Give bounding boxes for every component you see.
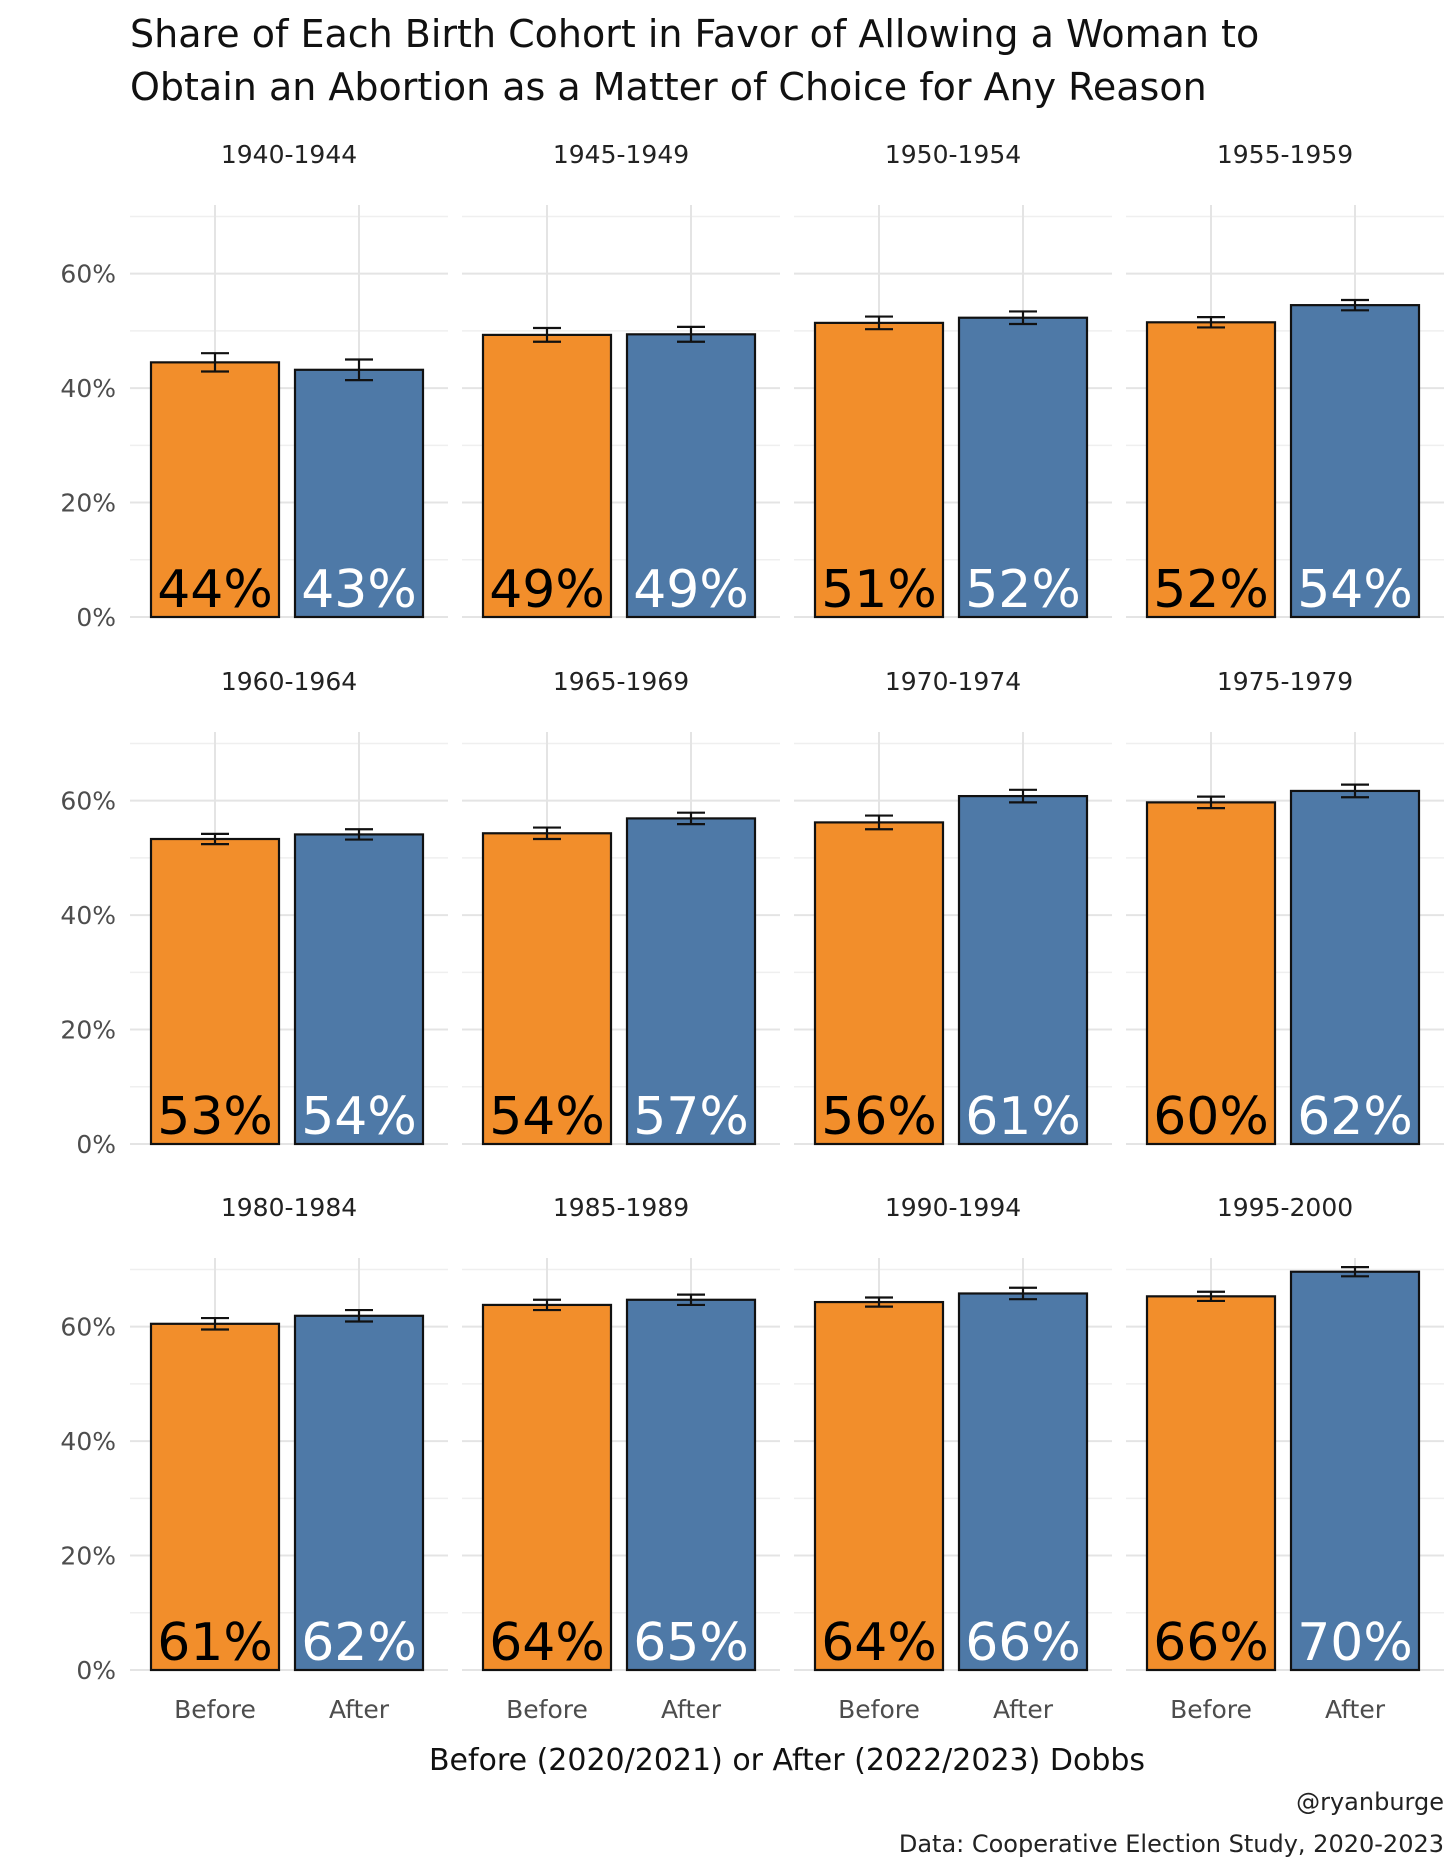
- facet-label: 1945-1949: [553, 140, 689, 169]
- facet-label: 1990-1994: [885, 1193, 1021, 1222]
- bar-after: [957, 316, 1089, 619]
- data-label: 62%: [301, 1613, 417, 1673]
- data-label: 49%: [489, 560, 605, 620]
- y-tick-label: 40%: [60, 901, 116, 930]
- facet-label: 1995-2000: [1217, 1193, 1353, 1222]
- data-label: 44%: [157, 560, 273, 620]
- facet-label: 1980-1984: [221, 1193, 357, 1222]
- y-tick-label: 60%: [60, 787, 116, 816]
- y-tick-label: 40%: [60, 1427, 116, 1456]
- data-label: 52%: [1153, 560, 1269, 620]
- bar-before: [813, 821, 945, 1146]
- data-label: 56%: [821, 1087, 937, 1147]
- bar-before: [813, 1300, 945, 1672]
- data-label: 43%: [301, 560, 417, 620]
- x-tick-label: Before: [1170, 1695, 1252, 1724]
- y-tick-label: 20%: [60, 489, 116, 518]
- x-tick-label: Before: [174, 1695, 256, 1724]
- x-axis-title: Before (2020/2021) or After (2022/2023) …: [429, 1743, 1145, 1778]
- y-tick-label: 0%: [76, 1656, 116, 1685]
- bar-after: [625, 1298, 757, 1672]
- data-label: 54%: [1297, 560, 1413, 620]
- y-tick-label: 60%: [60, 260, 116, 289]
- bar-after: [625, 817, 757, 1146]
- bar-after: [1289, 1270, 1421, 1672]
- bar-before: [1145, 321, 1277, 619]
- facet-label: 1940-1944: [221, 140, 357, 169]
- data-label: 53%: [157, 1087, 273, 1147]
- bar-before: [149, 361, 281, 619]
- y-tick-label: 0%: [76, 603, 116, 632]
- text-layer: Share of Each Birth Cohort in Favor of A…: [60, 12, 1444, 1858]
- x-tick-label: After: [993, 1695, 1054, 1724]
- data-label: 61%: [157, 1613, 273, 1673]
- y-tick-label: 0%: [76, 1130, 116, 1159]
- data-label: 64%: [489, 1613, 605, 1673]
- caption-handle: @ryanburge: [1296, 1788, 1444, 1816]
- bar-before: [1145, 801, 1277, 1146]
- bar-before: [149, 837, 281, 1146]
- data-label: 62%: [1297, 1087, 1413, 1147]
- bars-layer: [149, 298, 1421, 1672]
- x-tick-label: Before: [838, 1695, 920, 1724]
- data-label: 52%: [965, 560, 1081, 620]
- facet-label: 1950-1954: [885, 140, 1021, 169]
- data-label: 61%: [965, 1087, 1081, 1147]
- data-label: 54%: [489, 1087, 605, 1147]
- facet-label: 1970-1974: [885, 667, 1021, 696]
- y-tick-label: 20%: [60, 1542, 116, 1571]
- chart-title-line-1: Share of Each Birth Cohort in Favor of A…: [130, 12, 1259, 56]
- facet-label: 1975-1979: [1217, 667, 1353, 696]
- bar-before: [149, 1322, 281, 1672]
- bar-after: [293, 1314, 425, 1672]
- data-label: 49%: [633, 560, 749, 620]
- bar-after: [1289, 304, 1421, 619]
- bar-after: [625, 333, 757, 619]
- chart-title-line-2: Obtain an Abortion as a Matter of Choice…: [130, 65, 1207, 109]
- bar-after: [1289, 789, 1421, 1146]
- x-tick-label: Before: [506, 1695, 588, 1724]
- bar-before: [481, 1303, 613, 1672]
- y-tick-label: 20%: [60, 1016, 116, 1045]
- bar-before: [1145, 1295, 1277, 1672]
- data-label: 57%: [633, 1087, 749, 1147]
- facet-label: 1985-1989: [553, 1193, 689, 1222]
- bar-after: [957, 1292, 1089, 1672]
- data-label: 60%: [1153, 1087, 1269, 1147]
- facet-label: 1955-1959: [1217, 140, 1353, 169]
- bar-after: [957, 794, 1089, 1146]
- x-tick-label: After: [1325, 1695, 1386, 1724]
- data-label: 65%: [633, 1613, 749, 1673]
- data-label: 70%: [1297, 1613, 1413, 1673]
- y-tick-label: 40%: [60, 374, 116, 403]
- y-tick-label: 60%: [60, 1313, 116, 1342]
- bar-before: [481, 832, 613, 1146]
- facet-label: 1965-1969: [553, 667, 689, 696]
- data-label: 54%: [301, 1087, 417, 1147]
- bar-before: [813, 321, 945, 619]
- data-label: 64%: [821, 1613, 937, 1673]
- data-label: 66%: [965, 1613, 1081, 1673]
- facet-label: 1960-1964: [221, 667, 357, 696]
- x-tick-label: After: [329, 1695, 390, 1724]
- data-label: 66%: [1153, 1613, 1269, 1673]
- bar-after: [293, 368, 425, 619]
- x-tick-label: After: [661, 1695, 722, 1724]
- caption-source: Data: Cooperative Election Study, 2020-2…: [899, 1830, 1444, 1858]
- data-label: 51%: [821, 560, 937, 620]
